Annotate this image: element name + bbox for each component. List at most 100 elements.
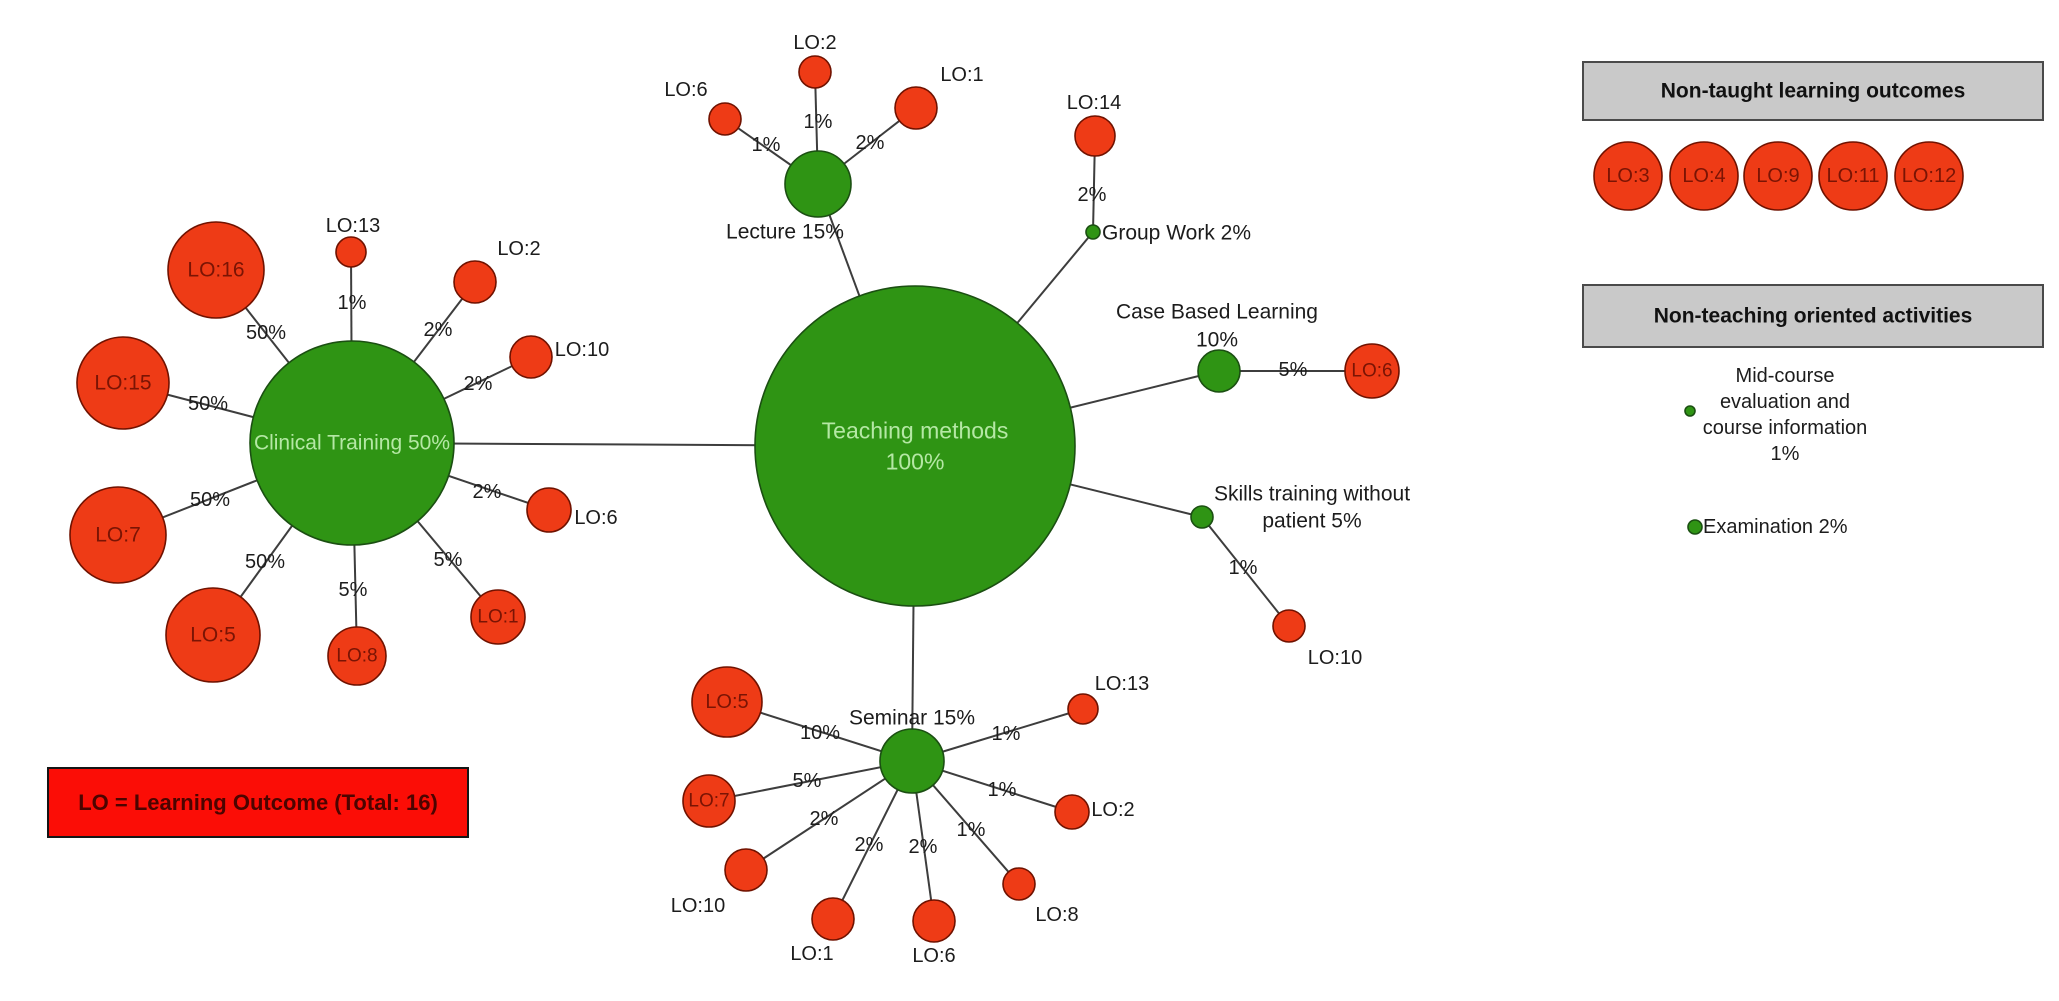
node-sem-lo5 [691,666,763,738]
node-teaching-methods [754,285,1076,607]
edge-label-seminar-sem-lo8: 1% [957,819,986,841]
label-lec-lo2-name: LO:2 [793,32,836,54]
edge-label-seminar-sem-lo10: 2% [810,808,839,830]
node-ct-lo7 [69,486,167,584]
node-cbl-lo6 [1344,343,1400,399]
node-lec-lo1 [894,86,938,130]
box-non-taught-header [1582,61,2044,121]
box-non-teaching-header [1582,284,2044,348]
edge-label-lecture-lec-lo6: 1% [752,134,781,156]
box-label-legend: LO = Learning Outcome (Total: 16) [78,790,438,815]
node-ct-lo1 [470,589,526,645]
edge-label-lecture-lec-lo2: 1% [804,111,833,133]
node-ct-lo13 [335,236,367,268]
label-cbl-name: Case Based Learning [1116,301,1318,324]
edge-label-seminar-sem-lo13: 1% [992,723,1021,745]
node-case-based-learning [1197,349,1241,393]
edge-label-clinical-training-ct-lo1: 5% [434,549,463,571]
node-nt-lo11 [1818,141,1888,211]
node-sem-lo8 [1002,867,1036,901]
edge-label-clinical-training-ct-lo8: 5% [339,579,368,601]
node-nt-lo4 [1669,141,1739,211]
node-sem-lo10 [724,848,768,892]
label-sem-lo13-name: LO:13 [1095,673,1149,695]
node-sem-lo13 [1067,693,1099,725]
label-midcourse-label: Mid-course [1736,365,1835,387]
label-lecture-name: Lecture 15% [726,221,844,244]
node-label-sem-lo7: LO:7 [688,791,729,812]
edge-seminar-sem-lo10 [745,760,913,871]
node-seminar [879,728,945,794]
node-ct-lo15 [76,336,170,430]
node-ct-lo10 [509,335,553,379]
node-label-nt-lo12: LO:12 [1902,165,1956,187]
label-sem-lo10-name: LO:10 [671,895,725,917]
label-ct-lo10-name: LO:10 [555,339,609,361]
node-gw-lo14 [1074,115,1116,157]
edge-label-seminar-sem-lo6: 2% [909,836,938,858]
node-label-ct-lo1: LO:1 [477,607,518,628]
node-sem-lo6 [912,899,956,943]
node-ct-lo5 [165,587,261,683]
label-sem-lo2-name: LO:2 [1091,799,1134,821]
node-label-nt-lo9: LO:9 [1756,165,1799,187]
edge-label-clinical-training-ct-lo6: 2% [473,481,502,503]
node-lec-lo2 [798,55,832,89]
box-label-non-taught-header: Non-taught learning outcomes [1661,80,1966,103]
label-ct-lo13-name: LO:13 [326,215,380,237]
node-label-cbl-lo6: LO:6 [1351,361,1392,382]
node-nt-lo9 [1743,141,1813,211]
node-st-lo10 [1272,609,1306,643]
node-label-ct-lo5: LO:5 [190,624,236,647]
edge-label-seminar-sem-lo1: 2% [855,834,884,856]
label-midcourse-label: evaluation and [1720,391,1850,413]
node-lecture [784,150,852,218]
label-st-lo10-name: LO:10 [1308,647,1362,669]
edge-label-clinical-training-ct-lo15: 50% [188,393,228,415]
edge-label-seminar-sem-lo7: 5% [793,770,822,792]
node-nt-lo3 [1593,141,1663,211]
label-skills-name: patient 5% [1262,510,1361,533]
edge-skills-training-st-lo10 [1201,516,1290,627]
node-label-ct-lo15: LO:15 [94,372,151,395]
edge-seminar-sem-lo7 [708,760,913,802]
node-label-nt-lo3: LO:3 [1606,165,1649,187]
label-lec-lo1-name: LO:1 [940,64,983,86]
box-label-non-teaching-header: Non-teaching oriented activities [1654,305,1973,328]
edge-label-lecture-lec-lo1: 2% [856,132,885,154]
node-sem-lo7 [682,774,736,828]
label-seminar-name: Seminar 15% [849,707,975,730]
label-midcourse-label: 1% [1771,443,1800,465]
node-sem-lo1 [811,897,855,941]
node-ct-lo8 [327,626,387,686]
label-ct-lo2-name: LO:2 [497,238,540,260]
edge-label-clinical-training-ct-lo2: 2% [424,319,453,341]
edge-label-seminar-sem-lo2: 1% [988,779,1017,801]
node-label-nt-lo11: LO:11 [1827,165,1880,187]
edge-label-skills-training-st-lo10: 1% [1229,557,1258,579]
label-sem-lo8-name: LO:8 [1035,904,1078,926]
box-legend [47,767,469,838]
edge-label-clinical-training-ct-lo7: 50% [190,489,230,511]
node-label-nt-lo4: LO:4 [1682,165,1725,187]
node-clinical-training [249,340,455,546]
edge-label-clinical-training-ct-lo5: 50% [245,551,285,573]
node-ct-lo2 [453,260,497,304]
node-label-ct-lo7: LO:7 [95,524,141,547]
node-lec-lo6 [708,102,742,136]
node-midcourse-dot [1684,405,1696,417]
node-label-ct-lo16: LO:16 [187,259,244,282]
edge-label-group-work-gw-lo14: 2% [1078,184,1107,206]
label-sem-lo6-name: LO:6 [912,945,955,967]
label-gw-lo14-name: LO:14 [1067,92,1121,114]
node-nt-lo12 [1894,141,1964,211]
label-sem-lo1-name: LO:1 [790,943,833,965]
node-ct-lo16 [167,221,265,319]
edge-label-case-based-learning-cbl-lo6: 5% [1279,359,1308,381]
node-label-teaching-methods: 100% [886,449,945,475]
label-cbl-name: 10% [1196,329,1238,352]
label-skills-name: Skills training without [1214,483,1410,506]
edge-label-clinical-training-ct-lo16: 50% [246,322,286,344]
